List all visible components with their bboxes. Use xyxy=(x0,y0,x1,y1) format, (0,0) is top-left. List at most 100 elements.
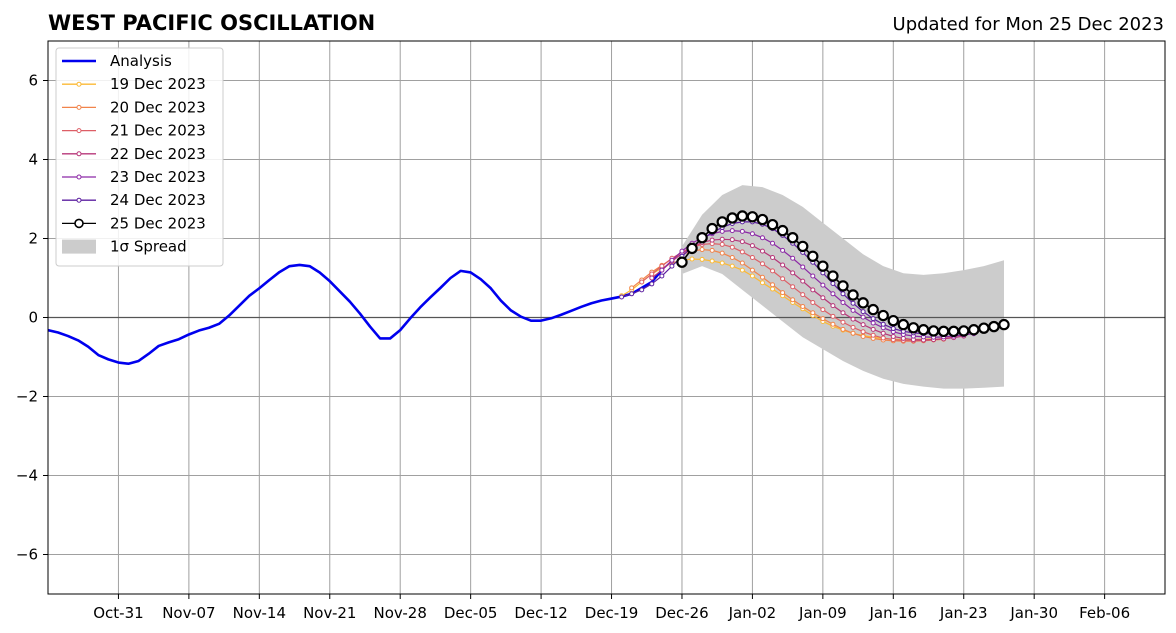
forecast-point xyxy=(958,325,970,337)
forecast-point xyxy=(830,281,836,287)
forecast-point xyxy=(746,211,759,223)
forecast-point xyxy=(739,260,745,266)
forecast-point xyxy=(739,228,745,234)
forecast-point xyxy=(857,297,869,309)
forecast-point xyxy=(719,236,725,242)
forecast-point xyxy=(739,267,745,273)
forecast-point xyxy=(770,254,776,260)
forecast-point xyxy=(988,320,1000,333)
forecast-point xyxy=(770,268,776,274)
forecast-point xyxy=(679,248,685,254)
y-tick-label: −6 xyxy=(16,546,38,564)
forecast-point xyxy=(719,260,725,266)
legend-marker xyxy=(76,81,82,87)
forecast-point xyxy=(749,267,755,273)
x-tick-label: Jan-30 xyxy=(1009,604,1058,622)
legend-label: 1σ Spread xyxy=(110,238,187,256)
forecast-point xyxy=(759,261,765,267)
forecast-point xyxy=(669,263,675,269)
x-tick-label: Dec-19 xyxy=(585,604,639,622)
forecast-point xyxy=(716,216,728,228)
forecast-point xyxy=(649,281,655,287)
forecast-point xyxy=(759,235,765,241)
legend-label: 19 Dec 2023 xyxy=(110,75,206,93)
legend-label: Analysis xyxy=(110,52,172,70)
forecast-point xyxy=(830,291,836,297)
forecast-point xyxy=(786,232,799,244)
forecast-point xyxy=(639,279,645,285)
forecast-point xyxy=(870,326,876,332)
forecast-point xyxy=(998,318,1010,331)
forecast-point xyxy=(699,247,705,253)
forecast-point xyxy=(780,276,786,282)
forecast-point xyxy=(780,247,786,253)
forecast-point xyxy=(870,332,876,338)
analysis-line xyxy=(48,263,663,366)
forecast-point xyxy=(780,262,786,268)
forecast-point xyxy=(790,284,796,290)
forecast-point xyxy=(978,322,990,334)
forecast-point xyxy=(907,322,920,334)
forecast-point xyxy=(810,273,816,279)
forecast-point xyxy=(840,291,846,297)
forecast-point xyxy=(629,291,635,297)
forecast-point xyxy=(860,314,866,320)
forecast-point xyxy=(689,256,695,262)
forecast-point xyxy=(880,321,886,327)
legend-swatch xyxy=(62,239,96,254)
forecast-point xyxy=(739,239,745,245)
forecast-point xyxy=(830,313,836,319)
forecast-point xyxy=(820,282,826,288)
legend-label: 21 Dec 2023 xyxy=(110,122,206,140)
x-axis: Oct-31 Nov-07 Nov-14 Nov-21 Nov-28 Dec-05 Dec-… xyxy=(93,594,1130,622)
forecast-point xyxy=(649,271,655,277)
forecast-point xyxy=(840,326,846,332)
forecast-point xyxy=(810,299,816,305)
forecast-point xyxy=(937,325,950,338)
forecast-point xyxy=(719,228,725,234)
forecast-point xyxy=(890,326,896,332)
forecast-point xyxy=(830,321,836,327)
x-tick-label: Jan-16 xyxy=(868,604,917,622)
forecast-point xyxy=(749,243,755,249)
forecast-point xyxy=(649,275,655,281)
forecast-point xyxy=(817,260,829,272)
forecast-point xyxy=(766,218,779,231)
forecast-point xyxy=(837,280,849,292)
forecast-point xyxy=(820,295,826,301)
chart-subtitle: Updated for Mon 25 Dec 2023 xyxy=(893,14,1164,35)
forecast-point xyxy=(756,213,769,226)
x-tick-label: Feb-06 xyxy=(1079,604,1130,622)
legend-marker xyxy=(74,218,84,229)
forecast-point xyxy=(890,333,896,339)
forecast-point xyxy=(759,280,765,286)
legend-label: 20 Dec 2023 xyxy=(110,98,206,116)
forecast-point xyxy=(850,324,856,330)
forecast-point xyxy=(739,249,745,255)
forecast-point xyxy=(887,314,899,327)
forecast-point xyxy=(850,330,856,336)
forecast-point xyxy=(790,270,796,276)
forecast-point xyxy=(729,263,735,269)
forecast-point xyxy=(800,292,806,298)
forecast-point xyxy=(847,289,859,301)
forecast-point xyxy=(927,325,940,337)
y-tick-label: 6 xyxy=(28,72,38,90)
forecast-point xyxy=(840,310,846,316)
forecast-point xyxy=(830,303,836,309)
forecast-point xyxy=(810,310,816,316)
forecast-point xyxy=(729,237,735,243)
forecast-point xyxy=(867,303,879,316)
forecast-point xyxy=(770,282,776,288)
forecast-point xyxy=(780,290,786,296)
forecast-point xyxy=(850,307,856,313)
forecast-point xyxy=(736,210,749,222)
legend: Analysis 19 Dec 2023 20 Dec 2023 21 Dec 202… xyxy=(55,47,224,267)
legend-marker xyxy=(76,104,82,110)
y-tick-label: 4 xyxy=(28,151,38,169)
forecast-point xyxy=(827,270,839,282)
forecast-point xyxy=(729,254,735,260)
forecast-point xyxy=(709,258,715,264)
forecast-point xyxy=(877,309,889,322)
